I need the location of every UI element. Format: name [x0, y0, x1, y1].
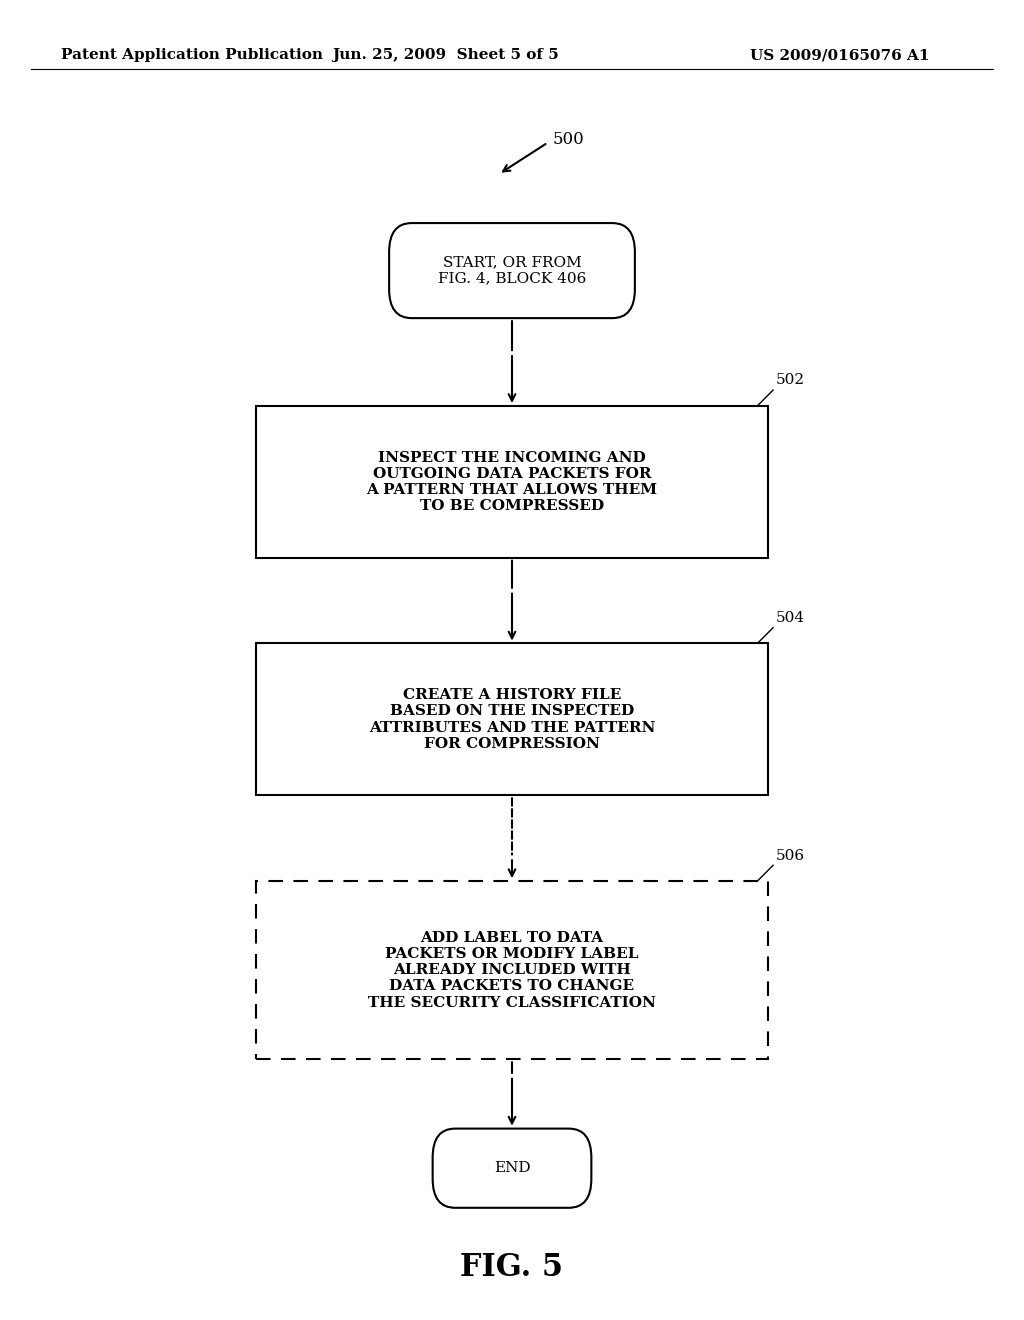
Text: 502: 502 — [776, 374, 805, 388]
FancyBboxPatch shape — [389, 223, 635, 318]
Text: FIG. 5: FIG. 5 — [461, 1251, 563, 1283]
Text: Jun. 25, 2009  Sheet 5 of 5: Jun. 25, 2009 Sheet 5 of 5 — [332, 49, 559, 62]
Text: INSPECT THE INCOMING AND
OUTGOING DATA PACKETS FOR
A PATTERN THAT ALLOWS THEM
TO: INSPECT THE INCOMING AND OUTGOING DATA P… — [367, 450, 657, 513]
Text: 500: 500 — [553, 132, 585, 148]
Bar — [256, 407, 768, 557]
FancyBboxPatch shape — [432, 1129, 592, 1208]
Text: END: END — [494, 1162, 530, 1175]
Text: 506: 506 — [776, 849, 805, 863]
Bar — [256, 643, 768, 795]
Text: ADD LABEL TO DATA
PACKETS OR MODIFY LABEL
ALREADY INCLUDED WITH
DATA PACKETS TO : ADD LABEL TO DATA PACKETS OR MODIFY LABE… — [368, 931, 656, 1010]
Text: CREATE A HISTORY FILE
BASED ON THE INSPECTED
ATTRIBUTES AND THE PATTERN
FOR COMP: CREATE A HISTORY FILE BASED ON THE INSPE… — [369, 688, 655, 751]
Text: 504: 504 — [776, 611, 805, 624]
Text: US 2009/0165076 A1: US 2009/0165076 A1 — [750, 49, 930, 62]
Text: START, OR FROM
FIG. 4, BLOCK 406: START, OR FROM FIG. 4, BLOCK 406 — [438, 256, 586, 285]
Bar — [256, 882, 768, 1059]
Text: Patent Application Publication: Patent Application Publication — [61, 49, 324, 62]
